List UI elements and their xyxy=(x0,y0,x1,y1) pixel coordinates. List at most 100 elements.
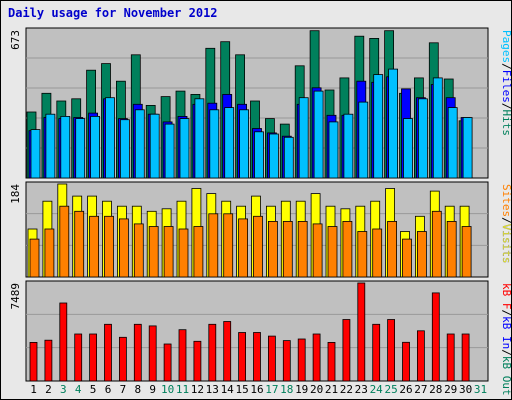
bar-kb-f-day-21 xyxy=(327,341,336,382)
x-tick-label-5: 5 xyxy=(90,383,97,396)
x-tick-label-17: 17 xyxy=(265,383,278,396)
bar-sites-day-17 xyxy=(267,220,278,278)
bar-kb-f-day-14 xyxy=(223,321,232,382)
x-tick-label-22: 22 xyxy=(340,383,353,396)
bar-kb-f-day-26 xyxy=(402,341,410,382)
bar-sites-day-10 xyxy=(163,226,174,278)
bar-kb-f-day-7 xyxy=(119,336,127,382)
bar-kb-f-day-11 xyxy=(178,329,187,382)
bar-pages-day-23 xyxy=(358,101,369,179)
x-tick-label-28: 28 xyxy=(429,383,442,396)
bar-pages-day-8 xyxy=(134,109,145,179)
bar-sites-day-3 xyxy=(59,205,70,278)
x-tick-label-11: 11 xyxy=(176,383,189,396)
x-tick-label-31: 31 xyxy=(474,383,487,396)
x-tick-label-25: 25 xyxy=(384,383,397,396)
x-tick-label-23: 23 xyxy=(355,383,368,396)
x-tick-label-12: 12 xyxy=(191,383,204,396)
bar-kb-f-day-30 xyxy=(461,333,470,382)
bar-pages-day-2 xyxy=(45,113,56,179)
bar-sites-day-7 xyxy=(119,218,129,278)
bar-pages-day-29 xyxy=(447,107,458,179)
x-tick-label-4: 4 xyxy=(75,383,82,396)
bar-pages-day-18 xyxy=(283,136,294,179)
bar-sites-day-5 xyxy=(89,215,99,278)
bar-pages-day-10 xyxy=(164,123,175,179)
x-tick-label-29: 29 xyxy=(444,383,457,396)
bar-kb-f-day-19 xyxy=(297,338,306,382)
bar-kb-f-day-18 xyxy=(282,340,291,382)
bar-sites-day-2 xyxy=(44,228,55,278)
bar-pages-day-12 xyxy=(194,98,205,179)
bar-sites-day-25 xyxy=(387,220,398,278)
bar-pages-day-17 xyxy=(268,133,279,179)
bar-pages-day-5 xyxy=(90,116,100,179)
bar-sites-day-28 xyxy=(431,210,442,278)
x-tick-label-2: 2 xyxy=(45,383,52,396)
bar-kb-f-day-10 xyxy=(163,343,172,382)
x-tick-label-6: 6 xyxy=(105,383,112,396)
bar-sites-day-12 xyxy=(193,226,204,278)
bar-pages-day-9 xyxy=(149,113,160,179)
bar-pages-day-25 xyxy=(388,68,399,179)
legend-part: / xyxy=(500,310,511,317)
x-tick-label-7: 7 xyxy=(120,383,127,396)
bar-sites-day-11 xyxy=(178,228,189,278)
x-tick-label-18: 18 xyxy=(280,383,293,396)
bar-sites-day-19 xyxy=(297,220,308,278)
bar-kb-f-day-17 xyxy=(267,335,276,382)
bar-kb-f-day-8 xyxy=(133,323,142,382)
bar-pages-day-15 xyxy=(239,109,250,179)
bar-sites-day-27 xyxy=(416,231,427,278)
bar-pages-day-1 xyxy=(30,129,41,179)
legend-part: / xyxy=(500,63,511,70)
bar-kb-f-day-27 xyxy=(416,330,425,382)
x-tick-label-9: 9 xyxy=(149,383,156,396)
bar-pages-day-13 xyxy=(209,109,220,179)
x-tick-label-24: 24 xyxy=(370,383,384,396)
bar-kb-f-day-4 xyxy=(74,333,83,382)
legend-part: Hits xyxy=(500,110,511,137)
bar-pages-day-19 xyxy=(298,97,309,179)
x-tick-label-27: 27 xyxy=(414,383,427,396)
x-tick-label-1: 1 xyxy=(30,383,37,396)
bar-pages-day-24 xyxy=(373,74,384,179)
legend-part: kB In xyxy=(500,316,511,349)
chart-title: Daily usage for November 2012 xyxy=(8,6,218,20)
legend-part: Pages xyxy=(500,30,511,63)
bar-sites-day-15 xyxy=(238,218,249,278)
x-tick-label-10: 10 xyxy=(161,383,174,396)
x-tick-label-30: 30 xyxy=(459,383,472,396)
x-tick-label-15: 15 xyxy=(235,383,248,396)
bar-kb-f-day-2 xyxy=(44,339,53,382)
bar-sites-day-29 xyxy=(446,220,457,278)
bar-kb-f-day-15 xyxy=(238,332,247,382)
bar-pages-day-6 xyxy=(105,97,115,179)
y-max-label: 7489 xyxy=(9,283,22,310)
bar-pages-day-3 xyxy=(60,116,71,179)
bar-kb-f-day-29 xyxy=(446,333,455,382)
bar-sites-day-24 xyxy=(372,228,383,278)
x-tick-label-21: 21 xyxy=(325,383,338,396)
chart-panel-2: 184 Sites/Visits xyxy=(9,181,511,278)
legend-part: / xyxy=(500,103,511,110)
bar-sites-day-1 xyxy=(29,238,40,278)
bar-pages-day-20 xyxy=(313,90,324,179)
bar-sites-day-21 xyxy=(327,226,338,278)
bar-kb-f-day-28 xyxy=(431,292,440,382)
bar-kb-f-day-13 xyxy=(208,323,217,382)
bar-sites-day-22 xyxy=(342,220,353,278)
bar-pages-day-11 xyxy=(179,118,190,179)
legend-part: Files xyxy=(500,70,511,103)
bar-pages-day-14 xyxy=(224,107,235,179)
bar-kb-f-day-6 xyxy=(104,323,112,382)
x-tick-label-26: 26 xyxy=(399,383,412,396)
bar-pages-day-4 xyxy=(75,118,86,179)
series-legend-label: Pages/Files/Hits xyxy=(500,30,511,136)
bar-pages-day-16 xyxy=(254,131,264,179)
bar-kb-f-day-16 xyxy=(253,332,261,382)
bar-sites-day-20 xyxy=(312,223,323,278)
bar-sites-day-30 xyxy=(461,226,472,278)
